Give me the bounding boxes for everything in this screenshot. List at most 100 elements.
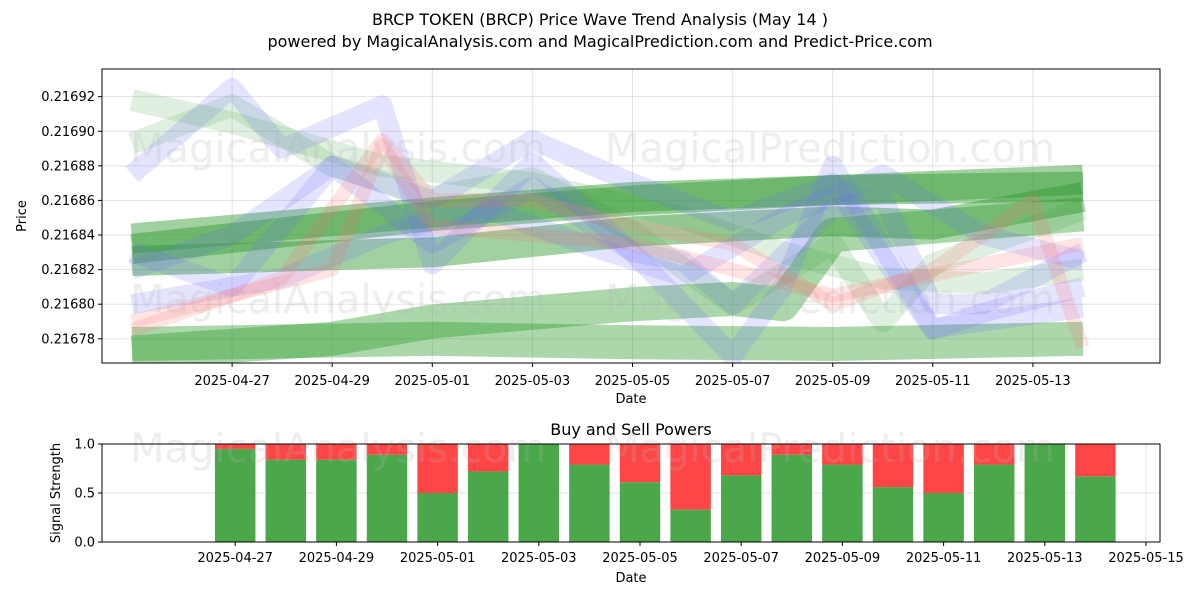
chart-title: BRCP TOKEN (BRCP) Price Wave Trend Analy… bbox=[372, 10, 828, 29]
price-y-tick-label: 0.21684 bbox=[41, 229, 95, 244]
watermark-prediction-bottom: MagicalPrediction.com bbox=[605, 426, 1055, 472]
price-y-axis: 0.21678 0.21680 0.21682 0.21684 0.21686 0.216… bbox=[41, 90, 102, 347]
price-wave-band-green-7 bbox=[128, 94, 1087, 333]
signal-x-tick-label: 2025-05-11 bbox=[906, 551, 982, 566]
buy-bar bbox=[417, 493, 458, 542]
price-x-tick-label: 2025-05-03 bbox=[495, 374, 571, 389]
price-x-tick-label: 2025-05-05 bbox=[595, 374, 671, 389]
signal-y-axis: 0.0 0.5 1.0 bbox=[74, 438, 102, 551]
price-x-tick-label: 2025-05-13 bbox=[995, 374, 1071, 389]
price-x-tick-label: 2025-05-09 bbox=[795, 374, 871, 389]
price-x-axis: 2025-04-27 2025-04-29 2025-05-01 2025-05-03… bbox=[194, 363, 1071, 389]
sell-bar bbox=[872, 444, 914, 488]
price-y-tick-label: 0.21678 bbox=[41, 332, 95, 347]
buy-bar bbox=[1024, 444, 1066, 542]
signal-x-tick-label: 2025-05-15 bbox=[1108, 551, 1184, 566]
watermark-prediction-mid: MagicalPrediction.com bbox=[605, 277, 1055, 323]
price-x-tick-label: 2025-05-01 bbox=[395, 374, 471, 389]
signal-panel: Buy and Sell Powers MagicalAnalysis.com … bbox=[49, 420, 1184, 586]
sell-bar bbox=[569, 444, 610, 465]
sell-bar bbox=[670, 444, 711, 510]
sell-bar bbox=[619, 444, 661, 483]
signal-y-tick-label: 0.0 bbox=[74, 536, 95, 551]
signal-x-tick-label: 2025-05-03 bbox=[501, 551, 577, 566]
price-plot-area bbox=[102, 69, 1160, 363]
sell-bar bbox=[720, 444, 762, 476]
watermark-analysis-mid: MagicalAnalysis.com bbox=[130, 277, 546, 323]
buy-bar bbox=[822, 464, 863, 542]
price-y-tick-label: 0.21686 bbox=[41, 194, 95, 209]
buy-bar bbox=[872, 487, 914, 542]
sell-bar bbox=[973, 444, 1015, 465]
signal-x-tick-label: 2025-05-13 bbox=[1007, 551, 1083, 566]
buy-bar bbox=[720, 475, 762, 542]
signal-y-tick-label: 1.0 bbox=[74, 438, 95, 453]
price-wave-band-green-1 bbox=[131, 321, 1084, 361]
signal-chart-title: Buy and Sell Powers bbox=[550, 420, 712, 439]
sell-bar bbox=[923, 444, 964, 493]
price-wave-band-blue-9 bbox=[128, 129, 1086, 341]
price-x-tick-label: 2025-05-11 bbox=[895, 374, 971, 389]
signal-x-tick-label: 2025-04-27 bbox=[197, 551, 273, 566]
buy-bar bbox=[1075, 476, 1116, 542]
sell-bar bbox=[316, 444, 357, 460]
price-x-axis-label: Date bbox=[615, 392, 646, 407]
sell-bar bbox=[467, 444, 509, 472]
price-y-tick-label: 0.21690 bbox=[41, 125, 95, 140]
sell-bar bbox=[417, 444, 458, 493]
signal-y-axis-label: Signal Strength bbox=[49, 443, 64, 543]
price-wave-bands bbox=[125, 78, 1090, 363]
price-wave-band-green-6 bbox=[129, 89, 1085, 295]
buy-bar bbox=[923, 493, 964, 542]
buy-bar bbox=[973, 464, 1015, 542]
signal-bars bbox=[214, 444, 1116, 542]
buy-bar bbox=[670, 509, 711, 542]
price-x-tick-label: 2025-04-27 bbox=[194, 374, 270, 389]
buy-bar bbox=[569, 464, 610, 542]
price-y-axis-label: Price bbox=[15, 200, 30, 232]
sell-bar bbox=[265, 444, 307, 460]
price-wave-band-green-2 bbox=[130, 197, 1085, 363]
signal-y-tick-label: 0.5 bbox=[74, 487, 95, 502]
price-grid bbox=[102, 69, 1160, 363]
chart-subtitle: powered by MagicalAnalysis.com and Magic… bbox=[267, 32, 932, 51]
buy-bar bbox=[619, 482, 661, 542]
price-wave-band-green-5 bbox=[131, 182, 1086, 276]
buy-bar bbox=[366, 454, 408, 542]
signal-x-tick-label: 2025-05-07 bbox=[703, 551, 779, 566]
watermark-prediction-top: MagicalPrediction.com bbox=[605, 126, 1055, 172]
price-x-tick-label: 2025-05-07 bbox=[695, 374, 771, 389]
price-x-tick-label: 2025-04-29 bbox=[294, 374, 370, 389]
sell-bar bbox=[366, 444, 408, 455]
price-y-tick-label: 0.21680 bbox=[41, 298, 95, 313]
buy-bar bbox=[771, 454, 813, 542]
price-wave-band-green-4 bbox=[130, 164, 1084, 264]
signal-x-tick-label: 2025-05-01 bbox=[400, 551, 476, 566]
price-y-tick-label: 0.21688 bbox=[41, 159, 95, 174]
signal-x-axis-label: Date bbox=[615, 571, 646, 586]
signal-x-tick-label: 2025-05-09 bbox=[805, 551, 881, 566]
watermark-analysis-bottom: MagicalAnalysis.com bbox=[130, 426, 546, 472]
buy-bar bbox=[265, 459, 307, 542]
buy-bar bbox=[467, 471, 509, 542]
signal-x-tick-label: 2025-04-29 bbox=[299, 551, 375, 566]
sell-bar bbox=[214, 444, 256, 449]
price-wave-band-green-3 bbox=[130, 171, 1084, 254]
watermark-analysis-top: MagicalAnalysis.com bbox=[130, 126, 546, 172]
price-wave-band-blue-10 bbox=[128, 155, 1085, 363]
price-wave-band-blue-8 bbox=[125, 78, 1088, 315]
buy-bar bbox=[518, 444, 560, 542]
price-plot-frame bbox=[101, 68, 1161, 364]
price-wave-band-red-12 bbox=[129, 132, 1090, 350]
signal-x-axis: 2025-04-27 2025-04-29 2025-05-01 2025-05-03… bbox=[197, 542, 1184, 566]
price-y-tick-label: 0.21692 bbox=[41, 90, 95, 105]
sell-bar bbox=[822, 444, 863, 465]
price-panel: MagicalAnalysis.com MagicalPrediction.co… bbox=[15, 68, 1161, 407]
buy-bar bbox=[316, 459, 357, 542]
price-wave-band-blue-11 bbox=[130, 164, 1086, 315]
sell-bar bbox=[1075, 444, 1116, 477]
signal-x-tick-label: 2025-05-05 bbox=[602, 551, 678, 566]
sell-bar bbox=[771, 444, 813, 455]
